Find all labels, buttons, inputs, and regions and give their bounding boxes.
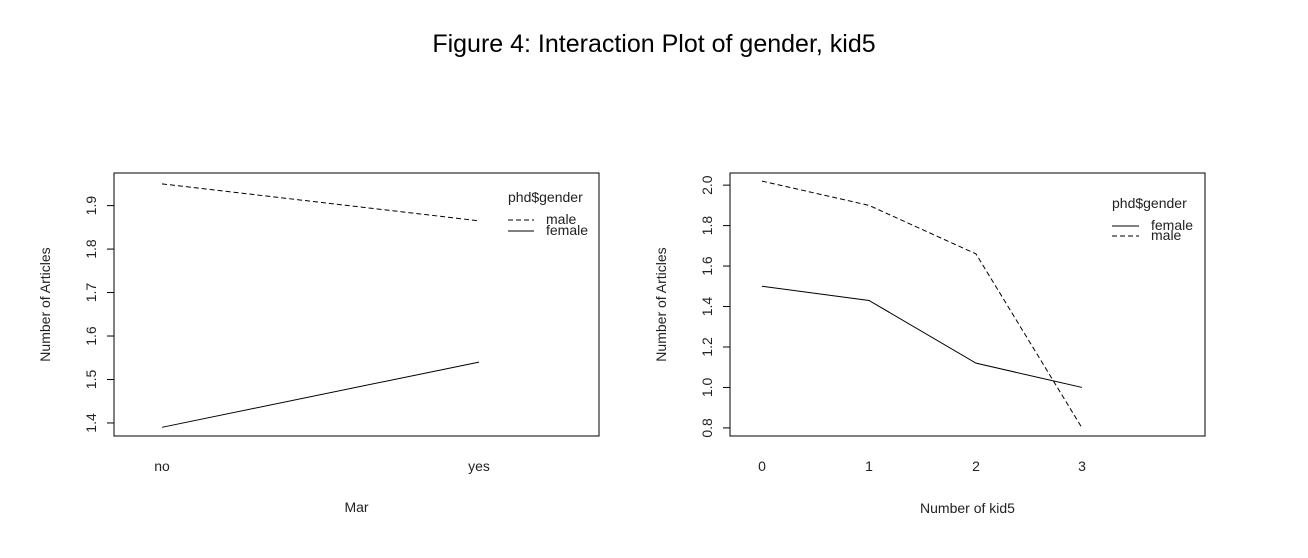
y-axis-label: Number of Articles [653,247,669,361]
series-line-male [161,183,480,222]
y-tick-label: 1.7 [83,283,99,303]
x-axis-label: Number of kid5 [920,500,1015,516]
legend-label-male: male [546,211,577,227]
legend-label-male: male [1151,227,1182,243]
x-tick-label: yes [468,458,490,474]
y-tick-label: 1.6 [83,326,99,346]
y-tick-label: 2.0 [699,175,715,195]
figure-title: Figure 4: Interaction Plot of gender, ki… [432,30,876,58]
series-line-female [761,285,1083,388]
series-line-female [161,361,480,428]
plot-frame-2 [729,172,1206,437]
x-tick-label: 3 [1078,458,1086,474]
y-tick-label: 0.8 [699,418,715,438]
y-tick-label: 1.2 [699,337,715,357]
y-tick-label: 1.8 [699,216,715,236]
y-tick-label: 1.8 [83,239,99,259]
series-line-male [761,180,1083,429]
legend-title: phd$gender [1112,195,1187,211]
x-tick-label: 2 [972,458,980,474]
y-tick-label: 1.4 [83,413,99,433]
plot-frame-1 [113,172,600,437]
y-tick-label: 1.9 [83,196,99,216]
y-tick-label: 1.4 [699,297,715,317]
legend-label-female: female [1151,217,1193,233]
x-tick-label: 0 [758,458,766,474]
y-tick-label: 1.5 [83,370,99,390]
legend-label-female: female [546,222,588,238]
y-tick-label: 1.0 [699,378,715,398]
y-axis-label: Number of Articles [37,247,53,361]
x-tick-label: no [154,458,170,474]
x-axis-label: Mar [344,499,368,515]
legend-title: phd$gender [508,189,583,205]
x-tick-label: 1 [865,458,873,474]
y-tick-label: 1.6 [699,256,715,276]
